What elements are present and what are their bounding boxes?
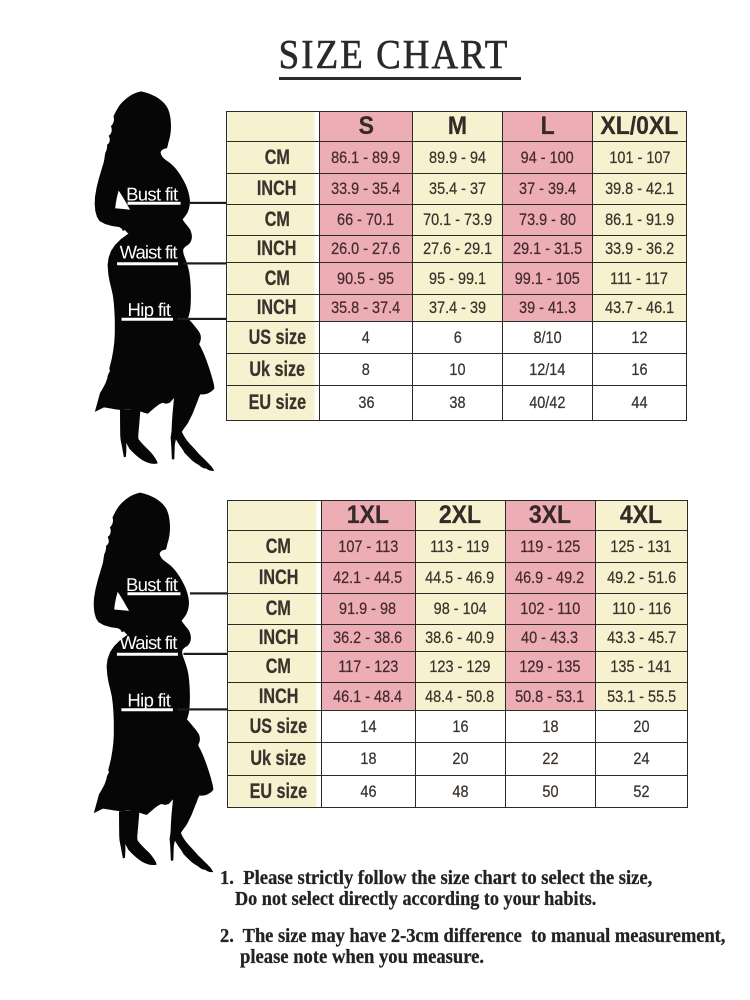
svg-text:Waist fit: Waist fit: [120, 241, 178, 262]
svg-text:Hip fit: Hip fit: [127, 689, 171, 710]
svg-text:Bust fit: Bust fit: [126, 183, 178, 204]
svg-text:Bust fit: Bust fit: [126, 574, 178, 595]
svg-text:Hip fit: Hip fit: [128, 299, 172, 320]
svg-text:Waist fit: Waist fit: [119, 632, 177, 653]
